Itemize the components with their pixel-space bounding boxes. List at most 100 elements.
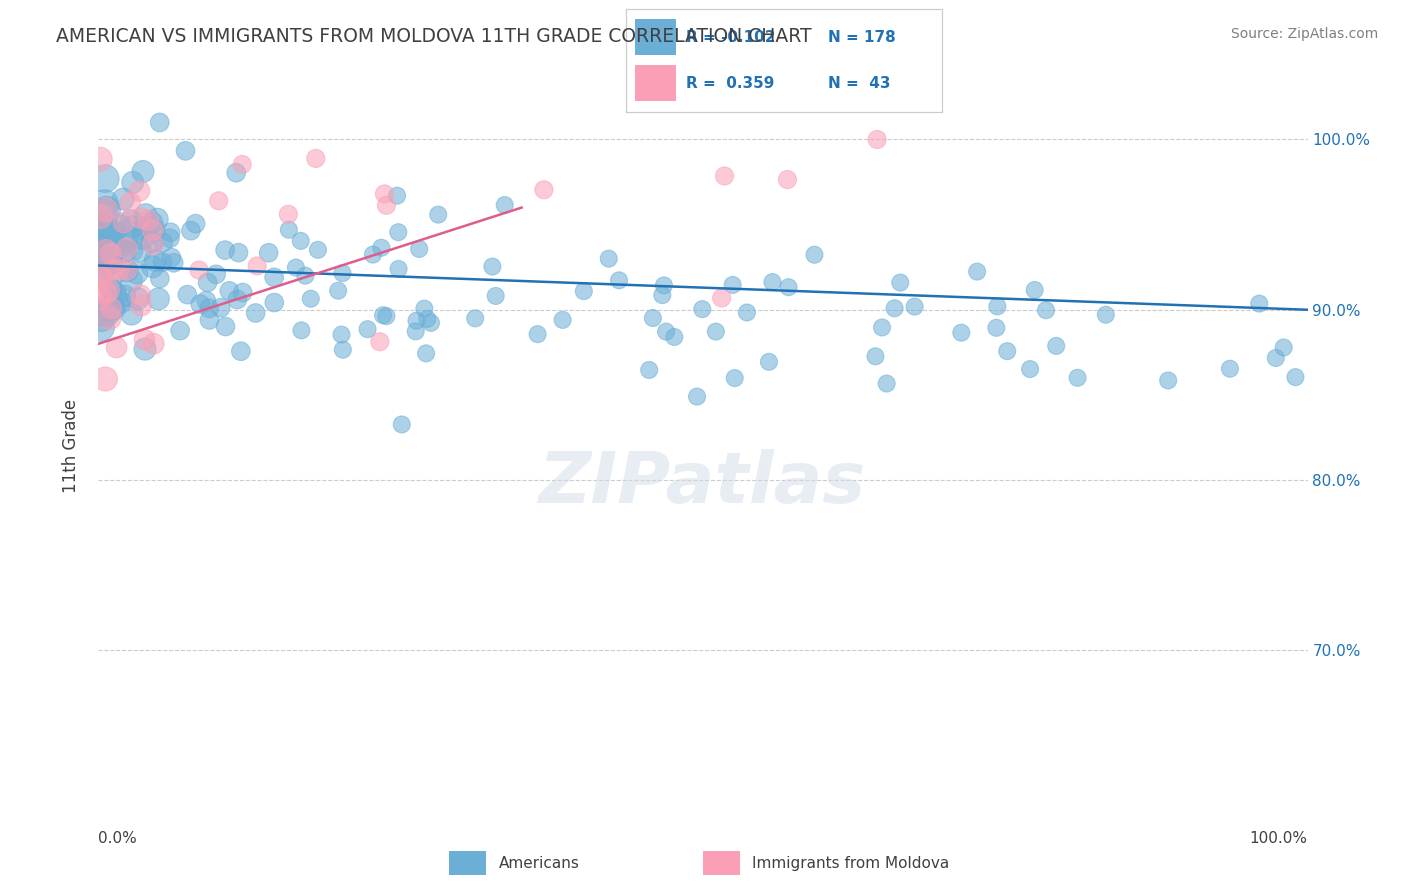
Point [361,247,384,261]
Point [114,234,136,248]
Point [132,164,155,178]
Point [391,417,413,432]
Point [90,224,112,238]
Point [134,333,156,347]
Point [188,263,211,277]
Point [93,206,115,220]
Bar [636,19,676,55]
Point [225,166,247,180]
Point [1284,370,1306,384]
Point [197,276,219,290]
Point [226,293,249,307]
Point [87,268,110,283]
Point [98,246,121,260]
Point [263,295,285,310]
Point [1019,362,1042,376]
Point [405,324,427,338]
Point [91,219,114,234]
Point [277,223,299,237]
Point [263,270,285,285]
Point [1024,283,1046,297]
Point [135,221,157,235]
Point [89,304,111,318]
Point [98,226,121,240]
Point [778,280,800,294]
Point [427,208,450,222]
Point [100,282,122,296]
Text: N =  43: N = 43 [828,76,890,91]
Bar [636,65,676,101]
Text: ZIPatlas: ZIPatlas [540,449,866,518]
Point [94,244,117,259]
Point [494,198,516,212]
Point [104,286,127,301]
Point [986,320,1008,334]
Point [94,171,117,186]
Point [598,252,620,266]
Point [132,222,155,236]
Point [229,344,252,359]
Point [735,305,758,319]
Point [870,320,893,334]
Point [686,390,709,404]
Point [284,260,307,275]
Point [209,301,232,315]
Text: R = -0.102: R = -0.102 [686,29,775,45]
Point [129,211,152,226]
Point [93,285,115,300]
Point [101,236,124,251]
Text: R =  0.359: R = 0.359 [686,76,775,91]
Point [94,202,117,217]
Point [572,284,595,298]
Point [89,271,111,285]
Text: AMERICAN VS IMMIGRANTS FROM MOLDOVA 11TH GRADE CORRELATION CHART: AMERICAN VS IMMIGRANTS FROM MOLDOVA 11TH… [56,27,811,45]
Point [214,319,236,334]
Point [94,237,117,252]
Point [143,223,166,237]
Point [89,263,111,277]
Point [90,320,112,334]
Point [94,372,117,386]
Point [966,264,988,278]
Point [1219,361,1241,376]
Point [387,225,409,239]
Point [121,274,143,288]
Point [96,283,118,297]
Point [121,175,143,189]
Point [96,240,118,254]
Point [100,237,122,252]
Point [651,288,673,302]
Point [1157,374,1180,388]
Point [176,287,198,301]
Point [91,252,114,266]
Point [101,299,124,313]
Point [100,246,122,260]
Point [387,261,409,276]
Point [103,262,125,277]
Point [108,219,131,233]
Point [107,263,129,277]
Point [129,288,152,302]
Point [876,376,898,391]
Point [724,371,747,385]
Point [245,306,267,320]
Point [100,256,122,270]
Point [299,292,322,306]
Point [90,243,112,257]
Point [114,289,136,303]
Point [1045,339,1067,353]
Point [761,275,783,289]
Point [865,349,887,363]
Point [904,300,927,314]
Point [93,243,115,257]
Point [114,244,136,259]
Point [110,295,132,310]
Point [91,237,114,252]
Point [159,225,181,239]
Point [607,273,630,287]
Text: Immigrants from Moldova: Immigrants from Moldova [752,855,949,871]
Point [141,260,163,274]
Point [332,266,354,280]
Point [420,316,443,330]
Point [120,195,142,210]
